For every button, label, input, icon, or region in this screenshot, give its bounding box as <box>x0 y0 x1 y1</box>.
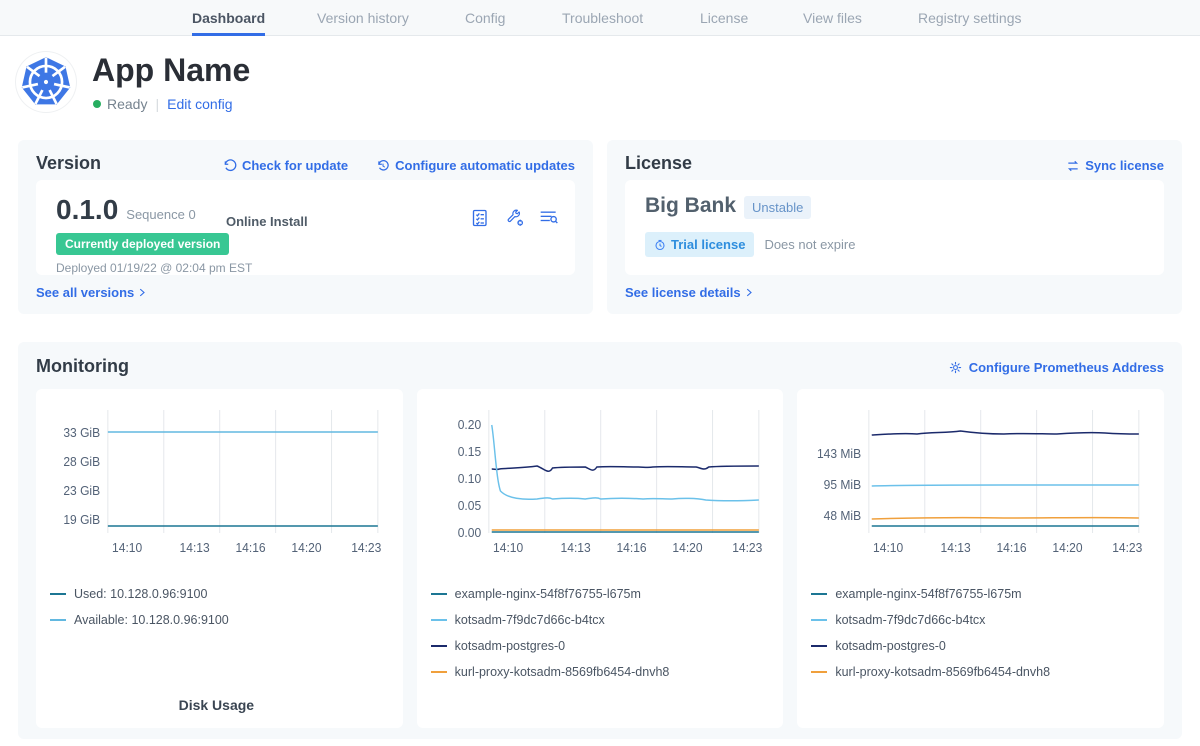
svg-text:14:23: 14:23 <box>1113 541 1143 555</box>
svg-text:14:23: 14:23 <box>351 541 381 555</box>
svg-text:14:10: 14:10 <box>112 541 142 555</box>
svg-text:28 GiB: 28 GiB <box>63 455 100 469</box>
svg-text:0.20: 0.20 <box>457 418 481 432</box>
svg-text:48 MiB: 48 MiB <box>824 509 861 523</box>
svg-text:14:16: 14:16 <box>997 541 1027 555</box>
svg-text:14:20: 14:20 <box>1053 541 1083 555</box>
svg-text:14:13: 14:13 <box>180 541 210 555</box>
svg-text:23 GiB: 23 GiB <box>63 484 100 498</box>
svg-text:14:13: 14:13 <box>941 541 971 555</box>
svg-text:0.05: 0.05 <box>457 499 481 513</box>
svg-text:19 GiB: 19 GiB <box>63 513 100 527</box>
svg-text:0.15: 0.15 <box>457 445 481 459</box>
svg-text:95 MiB: 95 MiB <box>824 478 861 492</box>
svg-text:14:20: 14:20 <box>291 541 321 555</box>
svg-text:14:23: 14:23 <box>732 541 762 555</box>
svg-text:33 GiB: 33 GiB <box>63 426 100 440</box>
svg-text:0.10: 0.10 <box>457 472 481 486</box>
svg-text:14:13: 14:13 <box>560 541 590 555</box>
svg-text:143 MiB: 143 MiB <box>817 447 861 461</box>
svg-text:14:10: 14:10 <box>493 541 523 555</box>
svg-text:14:10: 14:10 <box>873 541 903 555</box>
svg-text:0.00: 0.00 <box>457 526 481 540</box>
svg-text:14:20: 14:20 <box>672 541 702 555</box>
svg-text:14:16: 14:16 <box>235 541 265 555</box>
svg-text:14:16: 14:16 <box>616 541 646 555</box>
